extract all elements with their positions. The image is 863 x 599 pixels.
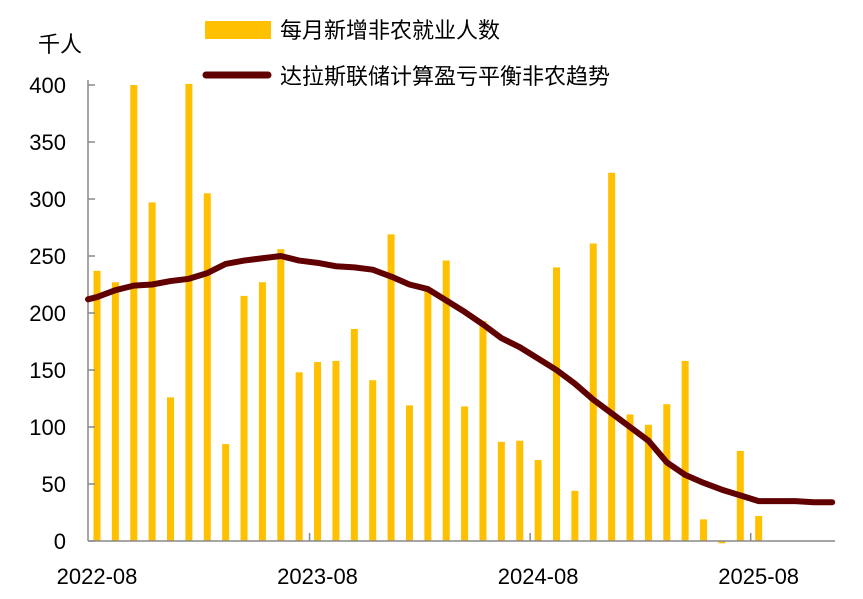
bar-2023-03 — [222, 444, 230, 541]
bar-2023-07 — [295, 372, 303, 541]
bar-2023-08 — [314, 362, 322, 541]
bar-2023-10 — [350, 328, 358, 541]
bar-2024-02 — [424, 290, 432, 541]
x-tick-label: 2023-08 — [277, 564, 358, 589]
bar-2022-08 — [93, 270, 101, 541]
x-tick-label: 2024-08 — [498, 564, 579, 589]
bar-2024-04 — [461, 406, 469, 541]
bar-2025-08 — [755, 515, 763, 541]
legend-label-line: 达拉斯联储计算盈亏平衡非农趋势 — [280, 64, 610, 89]
bar-2024-01 — [405, 405, 413, 541]
legend-swatch-bars — [205, 21, 271, 39]
bar-2024-03 — [442, 260, 450, 541]
y-tick-label: 100 — [29, 415, 66, 440]
bar-2022-09 — [111, 282, 119, 541]
bar-2022-11 — [148, 202, 156, 542]
bar-2024-08 — [534, 460, 542, 541]
bar-2025-04 — [681, 360, 689, 541]
legend-label-bars: 每月新增非农就业人数 — [280, 18, 500, 43]
bar-2025-03 — [663, 404, 671, 541]
y-tick-label: 250 — [29, 244, 66, 269]
bar-2023-09 — [332, 360, 340, 541]
y-tick-label: 300 — [29, 187, 66, 212]
bar-2024-10 — [571, 490, 579, 541]
y-tick-label: 150 — [29, 358, 66, 383]
x-tick-label: 2025-08 — [718, 564, 799, 589]
y-tick-label: 400 — [29, 73, 66, 98]
bar-2023-05 — [258, 282, 266, 541]
y-tick-label: 50 — [42, 472, 66, 497]
bar-2023-06 — [277, 249, 285, 541]
bar-2023-04 — [240, 295, 248, 541]
bar-2023-11 — [369, 380, 377, 541]
y-tick-label: 200 — [29, 301, 66, 326]
x-tick-label: 2022-08 — [57, 564, 138, 589]
y-axis-label: 千人 — [38, 32, 82, 57]
bar-2024-09 — [553, 267, 560, 541]
bar-2025-05 — [700, 519, 708, 541]
bar-2025-02 — [644, 424, 652, 541]
trend-line — [85, 253, 836, 506]
bar-2024-06 — [497, 441, 505, 541]
bar-2024-07 — [516, 440, 524, 541]
y-tick-label: 0 — [54, 529, 66, 554]
bar-2024-11 — [589, 243, 597, 541]
bar-2025-06 — [718, 541, 726, 544]
bar-2023-12 — [387, 234, 395, 541]
bar-2022-10 — [130, 85, 138, 541]
y-tick-label: 350 — [29, 130, 66, 155]
bar-2024-05 — [479, 320, 487, 541]
bar-2023-02 — [203, 193, 211, 542]
bar-2024-12 — [608, 172, 616, 541]
bar-2023-01 — [185, 83, 193, 542]
bar-2025-01 — [626, 414, 634, 541]
bar-2022-12 — [167, 397, 175, 541]
